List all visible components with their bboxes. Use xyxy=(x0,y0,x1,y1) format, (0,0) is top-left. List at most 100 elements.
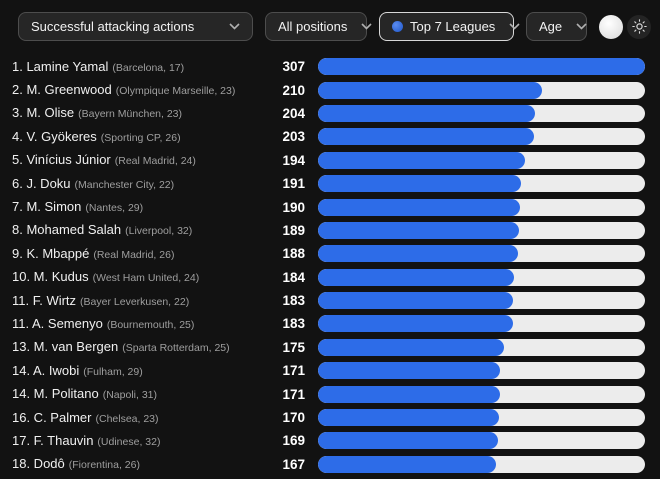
player-rank-name: 14. A. Iwobi xyxy=(12,362,80,378)
player-value: 203 xyxy=(282,129,305,145)
player-rank-name: 3. M. Olise xyxy=(12,105,75,121)
position-filter-label: All positions xyxy=(278,19,348,34)
player-rank-name: 11. A. Semenyo xyxy=(12,315,103,331)
player-row: 9. K. Mbappé (Real Madrid, 26) 188 xyxy=(12,242,645,265)
player-row: 11. A. Semenyo (Bournemouth, 25) 183 xyxy=(12,312,645,335)
player-row: 17. F. Thauvin (Udinese, 32) 169 xyxy=(12,429,645,452)
player-rank-name: 2. M. Greenwood xyxy=(12,82,112,98)
stat-bar-fill xyxy=(318,245,519,263)
filter-toolbar: Successful attacking actions All positio… xyxy=(0,0,660,41)
player-row: 4. V. Gyökeres (Sporting CP, 26) 203 xyxy=(12,125,645,148)
player-team-age: (Real Madrid, 26) xyxy=(93,248,175,261)
player-team-age: (Sparta Rotterdam, 25) xyxy=(122,342,230,355)
chevron-down-icon xyxy=(509,23,520,30)
player-rank-name: 8. Mohamed Salah xyxy=(12,222,122,238)
player-rows: 1. Lamine Yamal (Barcelona, 17) 307 2. M.… xyxy=(0,41,660,476)
player-rank-name: 1. Lamine Yamal xyxy=(12,58,109,74)
player-team-age: (Napoli, 31) xyxy=(102,389,157,402)
player-value: 194 xyxy=(282,152,305,168)
player-row: 8. Mohamed Salah (Liverpool, 32) 189 xyxy=(12,219,645,242)
player-value: 175 xyxy=(282,339,305,355)
player-team-age: (Bayer Leverkusen, 22) xyxy=(80,295,190,308)
player-rank-name: 17. F. Thauvin xyxy=(12,432,94,448)
stat-bar-fill xyxy=(318,268,514,286)
age-filter-dropdown[interactable]: Age xyxy=(526,12,587,41)
stat-bar-fill xyxy=(318,58,645,76)
player-row: 14. M. Politano (Napoli, 31) 171 xyxy=(12,382,645,405)
player-value: 183 xyxy=(282,293,305,309)
player-team-age: (Bayern München, 23) xyxy=(78,108,183,121)
league-ball-icon xyxy=(392,21,403,32)
theme-toggle-group xyxy=(599,14,651,39)
player-value: 171 xyxy=(282,386,305,402)
stat-bar xyxy=(318,455,645,473)
stat-bar-fill xyxy=(318,315,513,333)
stat-bar-fill xyxy=(318,292,513,310)
league-filter-dropdown[interactable]: Top 7 Leagues xyxy=(379,12,520,41)
stat-bar-fill xyxy=(318,432,498,450)
player-row: 16. C. Palmer (Chelsea, 23) 170 xyxy=(12,406,645,429)
stat-bar-fill xyxy=(318,151,525,169)
league-filter-label: Top 7 Leagues xyxy=(410,19,496,34)
stat-bar-fill xyxy=(318,409,500,427)
player-team-age: (Fulham, 29) xyxy=(83,365,143,378)
player-team-age: (Liverpool, 32) xyxy=(125,225,193,238)
stat-bar xyxy=(318,104,645,122)
stat-bar-fill xyxy=(318,362,501,380)
player-team-age: (Olympique Marseille, 23) xyxy=(115,85,236,98)
stat-bar xyxy=(318,409,645,427)
player-rank-name: 9. K. Mbappé xyxy=(12,245,90,261)
stat-bar-fill xyxy=(318,385,501,403)
stat-bar-fill xyxy=(318,221,520,239)
player-rank-name: 11. F. Wirtz xyxy=(12,292,77,308)
dark-theme-toggle-button[interactable] xyxy=(599,14,623,39)
player-value: 307 xyxy=(282,59,305,75)
stat-bar xyxy=(318,362,645,380)
player-value: 190 xyxy=(282,199,305,215)
player-row: 2. M. Greenwood (Olympique Marseille, 23)… xyxy=(12,78,645,101)
metric-filter-dropdown[interactable]: Successful attacking actions xyxy=(18,12,253,41)
player-rank-name: 13. M. van Bergen xyxy=(12,339,119,355)
player-row: 3. M. Olise (Bayern München, 23) 204 xyxy=(12,102,645,125)
stat-bar-fill xyxy=(318,338,505,356)
player-value: 204 xyxy=(282,105,305,121)
sun-icon xyxy=(631,19,647,34)
player-rank-name: 14. M. Politano xyxy=(12,386,99,402)
metric-filter-label: Successful attacking actions xyxy=(31,19,195,34)
player-rank-name: 6. J. Doku xyxy=(12,175,71,191)
stat-bar xyxy=(318,221,645,239)
stat-bar xyxy=(318,58,645,76)
player-row: 11. F. Wirtz (Bayer Leverkusen, 22) 183 xyxy=(12,289,645,312)
player-row: 7. M. Simon (Nantes, 29) 190 xyxy=(12,195,645,218)
player-value: 169 xyxy=(282,433,305,449)
stat-bar xyxy=(318,292,645,310)
player-value: 171 xyxy=(282,363,305,379)
chevron-down-icon xyxy=(576,23,587,30)
player-row: 13. M. van Bergen (Sparta Rotterdam, 25) … xyxy=(12,336,645,359)
player-team-age: (Chelsea, 23) xyxy=(95,412,159,425)
stat-bar-fill xyxy=(318,455,496,473)
stat-bar xyxy=(318,245,645,263)
chevron-down-icon xyxy=(361,23,372,30)
stat-bar-fill xyxy=(318,128,535,146)
player-rank-name: 16. C. Palmer xyxy=(12,409,92,425)
stat-bar xyxy=(318,432,645,450)
player-team-age: (Manchester City, 22) xyxy=(74,178,175,191)
stat-bar-fill xyxy=(318,198,521,216)
player-value: 167 xyxy=(282,456,305,472)
stat-bar xyxy=(318,81,645,99)
player-row: 6. J. Doku (Manchester City, 22) 191 xyxy=(12,172,645,195)
stat-bar xyxy=(318,151,645,169)
chevron-down-icon xyxy=(229,23,240,30)
light-theme-button[interactable] xyxy=(627,14,651,39)
position-filter-dropdown[interactable]: All positions xyxy=(265,12,372,41)
stat-bar-fill xyxy=(318,104,536,122)
player-team-age: (Sporting CP, 26) xyxy=(100,131,181,144)
player-value: 184 xyxy=(282,269,305,285)
player-value: 183 xyxy=(282,316,305,332)
age-filter-label: Age xyxy=(539,19,563,34)
player-team-age: (Barcelona, 17) xyxy=(112,61,185,74)
player-value: 189 xyxy=(282,222,305,238)
player-team-age: (Fiorentina, 26) xyxy=(68,459,140,472)
player-rank-name: 18. Dodô xyxy=(12,456,65,472)
